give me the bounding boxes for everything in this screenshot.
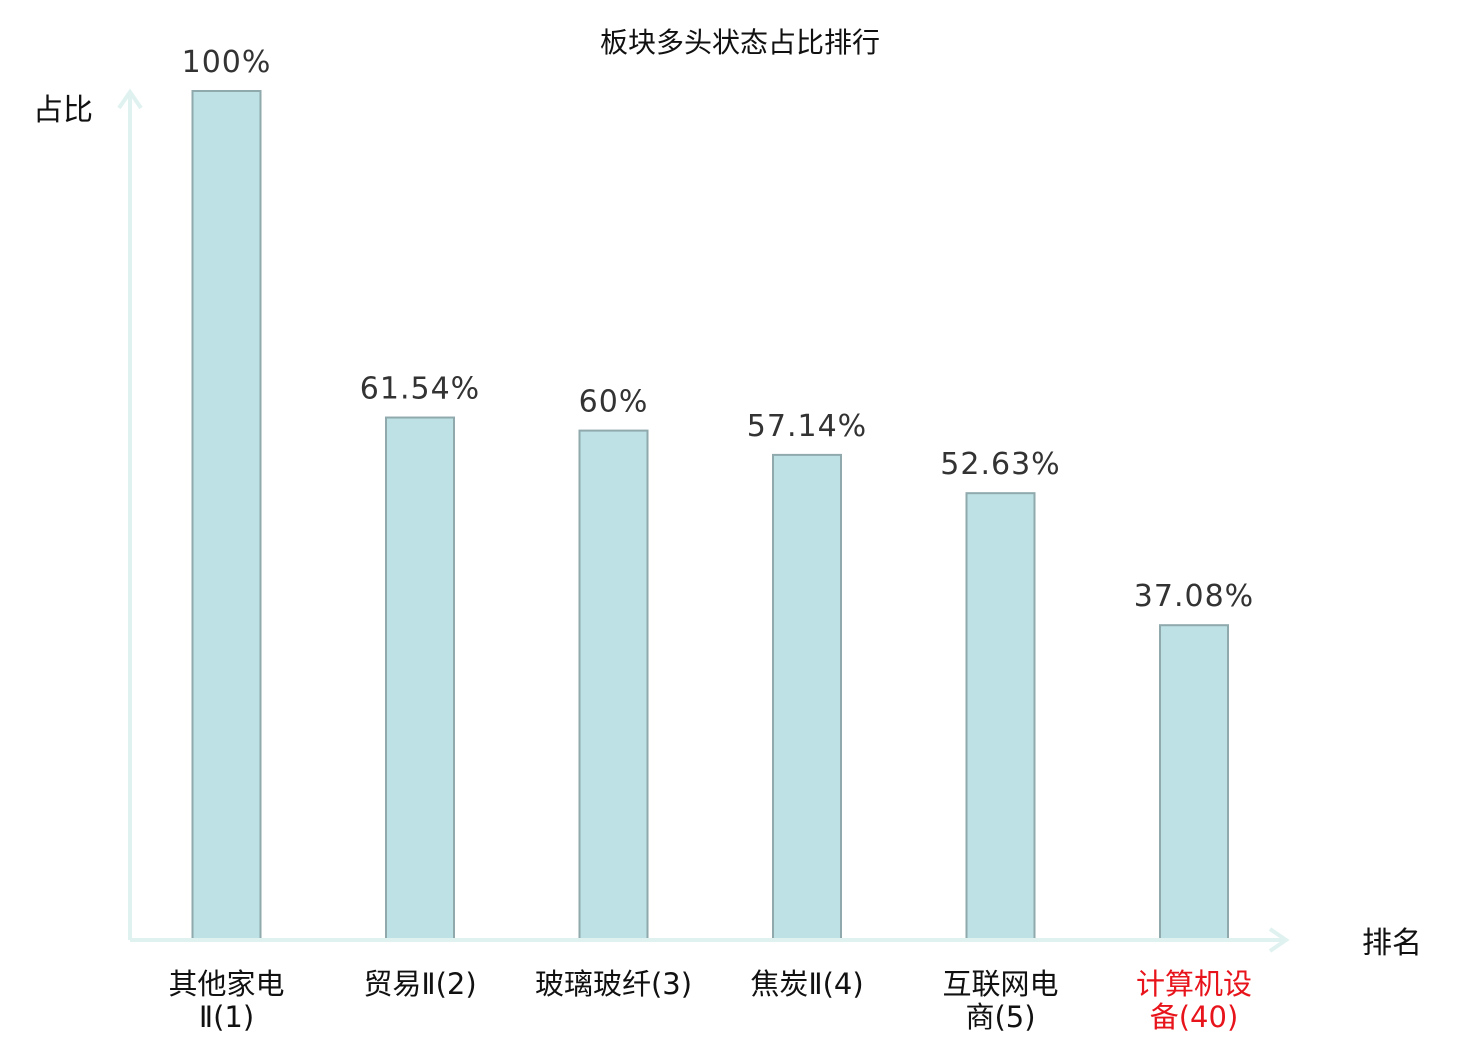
bar-5 <box>965 492 1036 941</box>
bar-2 <box>385 416 455 941</box>
bar-3 <box>578 429 649 941</box>
chart-title: 板块多头状态占比排行 <box>600 26 880 59</box>
value-label-3: 60% <box>579 385 649 420</box>
value-label-6: 37.08% <box>1134 579 1254 614</box>
bars-group <box>191 90 1229 941</box>
x-tick-label-2: 贸易Ⅱ(2) <box>363 967 476 1001</box>
x-tick-label-4: 焦炭Ⅱ(4) <box>750 967 863 1001</box>
value-label-4: 57.14% <box>747 409 867 444</box>
x-tick-label-5-line-2: 商(5) <box>965 1000 1035 1034</box>
value-labels-group: 100% 61.54% 60% 57.14% 52.63% 37.08% <box>182 45 1254 614</box>
x-axis-label: 排名 <box>1362 926 1422 961</box>
bar-1 <box>191 90 262 941</box>
x-tick-label-1-line-1: 其他家电 <box>168 967 284 1001</box>
x-tick-label-6-line-1: 计算机设 <box>1136 967 1252 1001</box>
x-tick-label-3: 玻璃玻纤(3) <box>535 967 692 1001</box>
bar-4 <box>772 453 842 941</box>
bar-6 <box>1159 624 1229 941</box>
y-axis-arrow-icon <box>117 88 143 110</box>
x-tick-label-5-line-1: 互联网电 <box>942 967 1058 1001</box>
value-label-5: 52.63% <box>940 447 1060 482</box>
x-tick-label-1-line-2: Ⅱ(1) <box>199 1000 254 1034</box>
value-label-2: 61.54% <box>360 372 480 407</box>
x-axis-arrow-icon <box>1268 927 1290 953</box>
value-label-1: 100% <box>182 45 272 80</box>
y-axis-label: 占比 <box>33 93 93 128</box>
x-tick-label-6-line-2: 备(40) <box>1150 1000 1239 1034</box>
